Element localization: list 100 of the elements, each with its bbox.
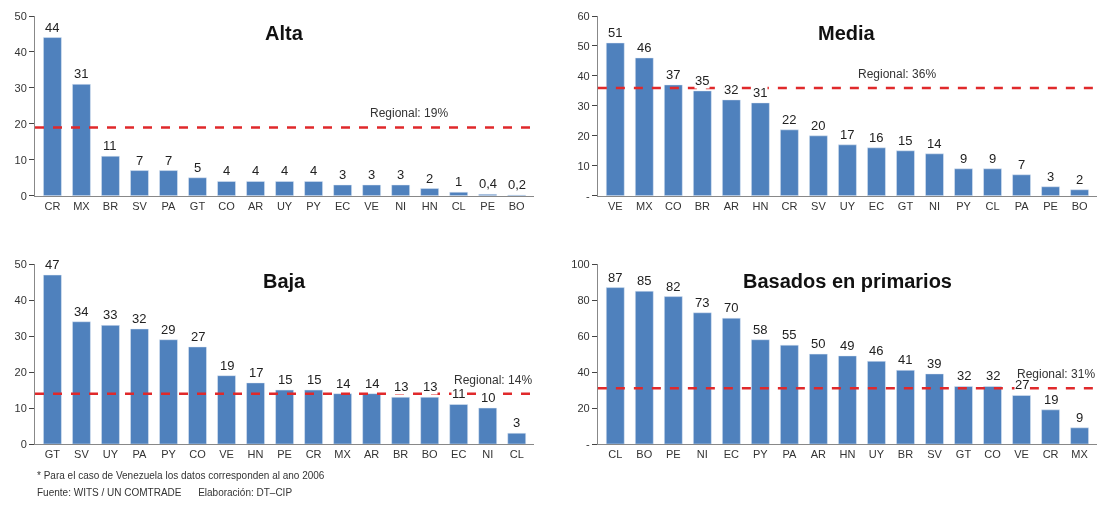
bar — [838, 144, 857, 196]
bar — [101, 325, 120, 444]
data-label: 55 — [782, 327, 797, 342]
data-label: 9 — [960, 151, 968, 166]
y-tick-label: 100 — [571, 258, 590, 271]
x-tick-label: MX — [73, 199, 91, 212]
x-tick-label: PA — [161, 199, 177, 212]
data-label: 49 — [840, 338, 855, 353]
x-tick-label: MX — [636, 199, 654, 212]
bar — [449, 404, 468, 444]
bar — [101, 155, 120, 196]
bar — [1012, 174, 1031, 196]
bar — [925, 153, 944, 196]
x-tick-label: PY — [753, 448, 769, 461]
data-label: 3 — [339, 167, 347, 182]
data-label: 4 — [223, 163, 231, 178]
ref-line-label: Regional: 14% — [454, 373, 533, 387]
bar — [751, 102, 770, 196]
x-tick-label: EC — [723, 448, 740, 461]
x-tick-label: AR — [363, 448, 380, 461]
data-label: 29 — [161, 322, 176, 337]
data-label: 27 — [191, 329, 206, 344]
x-tick-label: BR — [102, 199, 119, 212]
data-label: 46 — [869, 343, 884, 358]
x-tick-label: CO — [218, 199, 236, 212]
data-label: 14 — [365, 376, 380, 391]
bar — [217, 375, 236, 444]
bar — [780, 129, 799, 196]
data-label: 17 — [249, 365, 264, 380]
data-label: 14 — [336, 376, 351, 391]
x-tick-label: UY — [102, 448, 119, 461]
x-tick-label: VE — [607, 199, 623, 212]
chart-title: Alta — [265, 22, 304, 44]
bar — [606, 287, 625, 444]
data-label: 32 — [957, 368, 972, 383]
bar — [188, 177, 207, 196]
data-label: 15 — [278, 372, 293, 387]
y-tick-label: 20 — [577, 401, 590, 414]
bar — [246, 181, 265, 196]
data-label: 4 — [252, 163, 260, 178]
y-tick-label: 30 — [14, 329, 27, 342]
x-tick-label: SV — [74, 448, 90, 461]
data-label: 82 — [666, 279, 681, 294]
data-label: 50 — [811, 336, 826, 351]
bar — [867, 147, 886, 196]
data-label: 11 — [452, 386, 466, 401]
data-label: 10 — [481, 390, 496, 405]
x-tick-label: BR — [393, 448, 409, 461]
bar — [664, 84, 683, 196]
bar — [217, 181, 236, 196]
x-tick-label: PA — [782, 448, 797, 461]
y-tick-label: 60 — [577, 329, 590, 342]
bar — [507, 432, 526, 444]
data-label: 70 — [724, 300, 739, 315]
data-label: 58 — [753, 322, 768, 337]
x-tick-label: PE — [1043, 199, 1058, 212]
y-tick-label: 30 — [577, 99, 590, 112]
data-label: 19 — [1044, 392, 1059, 407]
y-tick-label: 0 — [20, 189, 27, 202]
bar — [925, 373, 944, 444]
y-tick-label: 30 — [14, 81, 27, 94]
x-tick-label: NI — [928, 199, 940, 212]
y-tick-label: 10 — [14, 153, 27, 166]
x-tick-label: SV — [132, 199, 148, 212]
bar — [304, 389, 323, 444]
bar — [275, 181, 294, 196]
x-tick-label: PE — [480, 199, 496, 212]
bar — [391, 397, 410, 444]
data-label: 4 — [281, 163, 289, 178]
x-tick-label: BO — [636, 448, 653, 461]
x-tick-label: NI — [395, 199, 407, 212]
bar — [130, 328, 149, 444]
x-tick-label: HN — [421, 199, 438, 212]
bar — [333, 184, 352, 196]
data-label: 2 — [426, 171, 434, 186]
bar — [664, 296, 683, 444]
data-label: 20 — [811, 118, 826, 133]
bar — [635, 57, 654, 196]
data-label: 51 — [608, 25, 623, 40]
chart-title: Basados en primarios — [743, 270, 952, 292]
x-tick-label: GT — [44, 448, 61, 461]
x-tick-label: GT — [897, 199, 914, 212]
bar — [896, 150, 915, 196]
y-tick-label: 50 — [14, 258, 27, 271]
data-label: 4 — [310, 163, 318, 178]
data-label: 31 — [74, 66, 89, 81]
data-label: 22 — [782, 112, 797, 127]
x-tick-label: VE — [364, 199, 379, 212]
bar — [159, 339, 178, 444]
y-tick-label: 10 — [577, 159, 590, 172]
bar — [867, 361, 886, 444]
x-tick-label: BO — [421, 448, 439, 461]
bar — [954, 168, 973, 196]
data-label: 15 — [307, 372, 322, 387]
data-label: 7 — [136, 153, 144, 168]
x-tick-label: CL — [451, 199, 466, 212]
x-tick-label: AR — [810, 448, 827, 461]
bar — [954, 386, 973, 444]
x-tick-label: CL — [985, 199, 1000, 212]
data-label: 16 — [869, 130, 884, 145]
